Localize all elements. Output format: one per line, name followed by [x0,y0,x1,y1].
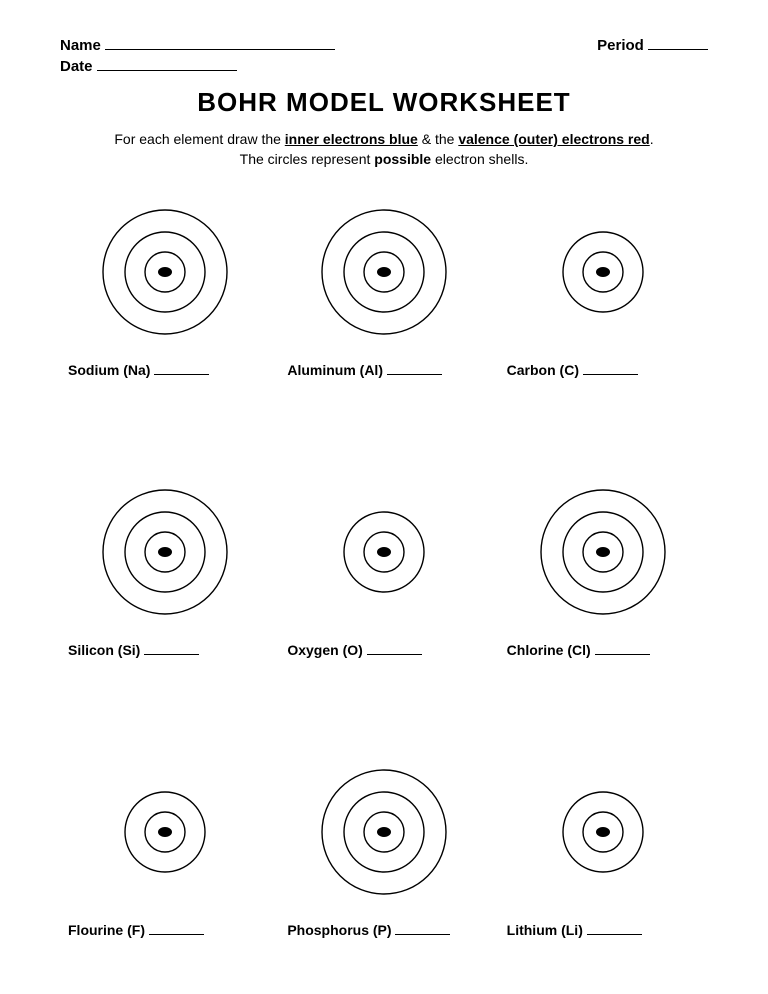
bohr-diagram [548,747,658,917]
element-label: Sodium (Na) [68,362,154,378]
element-label-row: Flourine (F) [68,921,204,938]
element-label: Carbon (C) [507,362,583,378]
bohr-diagram [329,467,439,637]
bohr-diagram [528,467,678,637]
instr-line2b: possible [374,151,431,167]
name-blank-line[interactable] [105,35,335,50]
instructions: For each element draw the inner electron… [60,130,708,169]
element-cell: Chlorine (Cl) [499,467,708,707]
answer-blank-line[interactable] [587,921,642,935]
answer-blank-line[interactable] [144,641,199,655]
name-label: Name [60,37,101,54]
period-blank-line[interactable] [648,35,708,50]
answer-blank-line[interactable] [154,361,209,375]
element-label: Lithium (Li) [507,922,587,938]
instr-line2a: The circles represent [240,151,375,167]
element-label: Silicon (Si) [68,642,144,658]
bohr-grid: Sodium (Na) Aluminum (Al) Carbon (C) Sil… [60,187,708,987]
bohr-diagram [309,747,459,917]
element-label: Phosphorus (P) [287,922,395,938]
element-cell: Sodium (Na) [60,187,269,427]
date-label: Date [60,58,93,75]
date-blank-line[interactable] [97,56,237,71]
instr-suffix: . [650,131,654,147]
element-label: Flourine (F) [68,922,149,938]
element-cell: Silicon (Si) [60,467,269,707]
element-cell: Oxygen (O) [279,467,488,707]
element-cell: Phosphorus (P) [279,747,488,987]
element-label-row: Carbon (C) [507,361,638,378]
answer-blank-line[interactable] [595,641,650,655]
instr-mid: & the [418,131,458,147]
instr-line2c: electron shells. [431,151,528,167]
bohr-diagram [90,187,240,357]
answer-blank-line[interactable] [367,641,422,655]
element-cell: Aluminum (Al) [279,187,488,427]
instr-inner: inner electrons blue [285,131,418,147]
element-label-row: Lithium (Li) [507,921,642,938]
name-field: Name [60,35,335,54]
element-cell: Carbon (C) [499,187,708,427]
instr-valence: valence (outer) electrons red [458,131,649,147]
element-label-row: Oxygen (O) [287,641,421,658]
bohr-diagram [548,187,658,357]
bohr-diagram [110,747,220,917]
answer-blank-line[interactable] [395,921,450,935]
header-row-1: Name Period [60,35,708,54]
answer-blank-line[interactable] [387,361,442,375]
element-label: Oxygen (O) [287,642,366,658]
bohr-diagram [309,187,459,357]
element-cell: Flourine (F) [60,747,269,987]
element-label: Chlorine (Cl) [507,642,595,658]
element-label-row: Aluminum (Al) [287,361,442,378]
element-label-row: Phosphorus (P) [287,921,450,938]
element-label-row: Chlorine (Cl) [507,641,650,658]
answer-blank-line[interactable] [583,361,638,375]
period-label: Period [597,37,644,54]
answer-blank-line[interactable] [149,921,204,935]
period-field: Period [597,35,708,54]
bohr-diagram [90,467,240,637]
element-label-row: Silicon (Si) [68,641,199,658]
worksheet-title: BOHR MODEL WORKSHEET [60,87,708,118]
header-row-2: Date [60,56,708,75]
element-cell: Lithium (Li) [499,747,708,987]
instr-prefix: For each element draw the [114,131,284,147]
element-label: Aluminum (Al) [287,362,387,378]
element-label-row: Sodium (Na) [68,361,209,378]
